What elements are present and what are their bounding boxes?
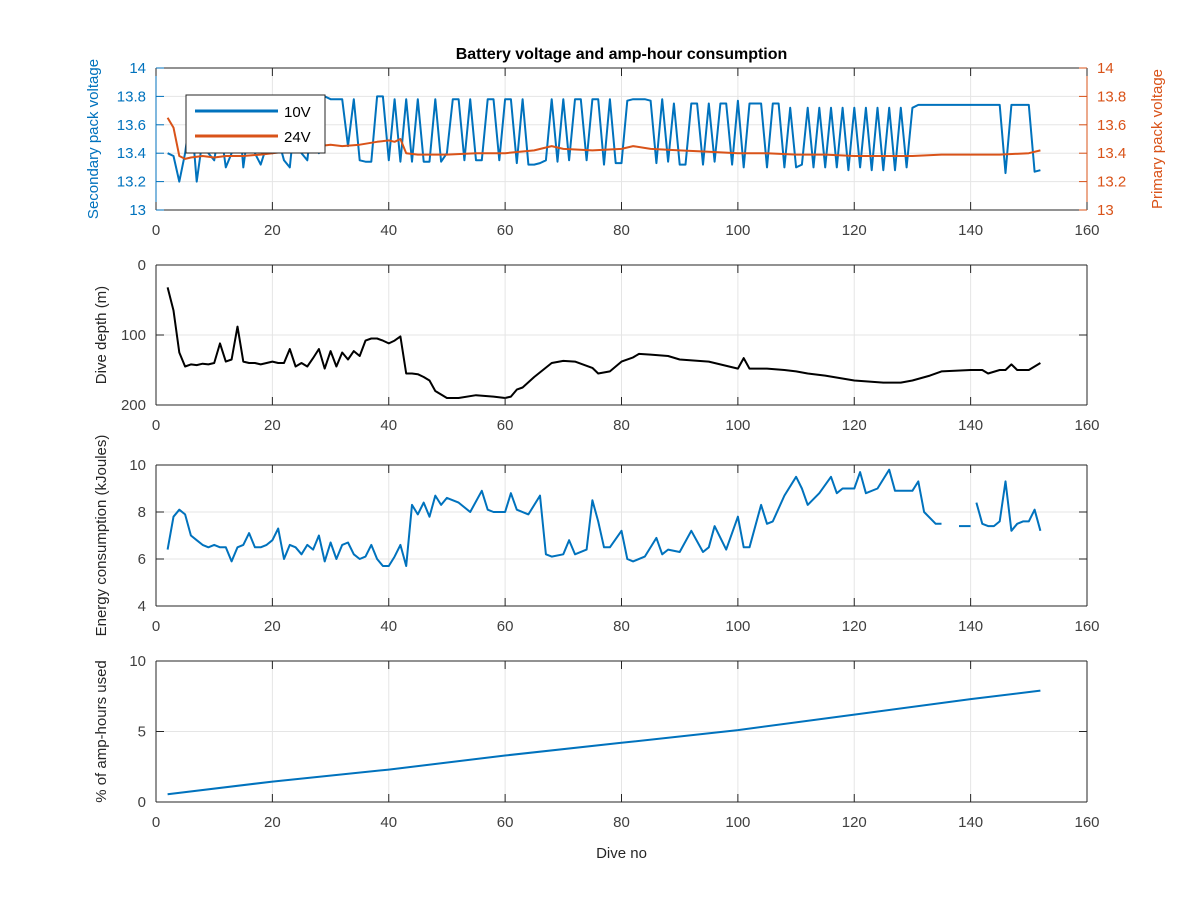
x-tick-label: 0 [152, 814, 160, 831]
y-tick-label: 13.4 [117, 145, 146, 162]
series-group [166, 287, 1041, 399]
legend-entry-10v: 10V [284, 104, 311, 121]
x-tick-label: 0 [152, 417, 160, 434]
x-tick-label: 140 [958, 814, 983, 831]
series-line-1 [167, 689, 1041, 796]
y-tick-label: 13 [129, 202, 146, 219]
x-tick-label: 40 [380, 814, 397, 831]
subplot-4: 0 20 40 60 80 100 120 140 160 0 5 10 % of amp-hours … [93, 653, 1100, 862]
y-tick-label: 10 [129, 653, 146, 670]
y-tick-label: 0 [138, 257, 146, 274]
y-axis-label: Dive depth (m) [93, 286, 110, 384]
x-tick-label: 20 [264, 814, 281, 831]
x-tick-label: 160 [1074, 618, 1099, 635]
y-tick-label: 200 [121, 397, 146, 414]
y-right-tick-label: 14 [1097, 60, 1114, 77]
x-tick-label: 60 [497, 618, 514, 635]
x-tick-label: 100 [725, 417, 750, 434]
y-tick-label: 13.2 [117, 174, 146, 191]
y-right-tick-label: 13.2 [1097, 174, 1126, 191]
x-tick-label: 0 [152, 222, 160, 239]
x-tick-label: 120 [842, 417, 867, 434]
legend-box [185, 94, 326, 154]
x-tick-label: 120 [842, 618, 867, 635]
series-group [166, 468, 1042, 567]
y-right-tick-label: 13.4 [1097, 145, 1126, 162]
x-tick-label: 100 [725, 222, 750, 239]
x-tick-label: 120 [842, 814, 867, 831]
x-tick-label: 40 [380, 618, 397, 635]
x-tick-label: 40 [380, 222, 397, 239]
x-tick-label: 100 [725, 618, 750, 635]
y-tick-label: 13.8 [117, 88, 146, 105]
x-tick-label: 80 [613, 222, 630, 239]
x-tick-label: 60 [497, 222, 514, 239]
y-tick-label: 4 [138, 598, 146, 615]
x-tick-label: 40 [380, 417, 397, 434]
y-right-tick-label: 13 [1097, 202, 1114, 219]
y-right-tick-label: 13.6 [1097, 117, 1126, 134]
subplot-1: 0 20 40 60 80 100 120 140 160 13 13.2 13.4 13.6 13.8 1… [85, 46, 1166, 239]
x-axis-label: Dive no [596, 845, 647, 862]
y-axis-label: % of amp-hours used [93, 660, 110, 803]
x-tick-label: 160 [1074, 814, 1099, 831]
y-axis-label: Secondary pack voltage [85, 59, 102, 219]
legend-entry-24v: 24V [284, 129, 311, 146]
y-tick-label: 6 [138, 551, 146, 568]
y-tick-label: 14 [129, 60, 146, 77]
series-line-24v [166, 117, 1041, 160]
y-tick-label: 0 [138, 794, 146, 811]
y-axis-label: Energy consumption (kJoules) [93, 435, 110, 637]
x-tick-label: 20 [264, 417, 281, 434]
y-tick-label: 5 [138, 724, 146, 741]
x-tick-label: 80 [613, 814, 630, 831]
x-tick-label: 140 [958, 618, 983, 635]
x-tick-label: 140 [958, 417, 983, 434]
y-tick-label: 100 [121, 327, 146, 344]
x-tick-label: 20 [264, 222, 281, 239]
series-line-3 [975, 480, 1042, 532]
y-tick-label: 13.6 [117, 117, 146, 134]
y-tick-label: 10 [129, 457, 146, 474]
x-tick-label: 100 [725, 814, 750, 831]
x-tick-label: 60 [497, 417, 514, 434]
y-right-tick-label: 13.8 [1097, 88, 1126, 105]
x-tick-label: 80 [613, 618, 630, 635]
x-tick-label: 160 [1074, 417, 1099, 434]
subplot-2: 0 20 40 60 80 100 120 140 160 0 100 200 Dive depth (… [93, 257, 1100, 434]
subplot-3: 0 20 40 60 80 100 120 140 160 4 6 8 10 Energy consump… [93, 435, 1100, 637]
x-tick-label: 120 [842, 222, 867, 239]
x-tick-label: 140 [958, 222, 983, 239]
series-line-1 [166, 287, 1041, 399]
chart-title: Battery voltage and amp-hour consumption [456, 46, 788, 63]
x-tick-label: 160 [1074, 222, 1099, 239]
y-tick-label: 8 [138, 504, 146, 521]
x-tick-label: 80 [613, 417, 630, 434]
x-tick-label: 20 [264, 618, 281, 635]
series-line-1 [166, 468, 942, 567]
x-tick-label: 60 [497, 814, 514, 831]
x-tick-label: 0 [152, 618, 160, 635]
y-right-axis-label: Primary pack voltage [1149, 69, 1166, 209]
series-group [167, 689, 1041, 796]
